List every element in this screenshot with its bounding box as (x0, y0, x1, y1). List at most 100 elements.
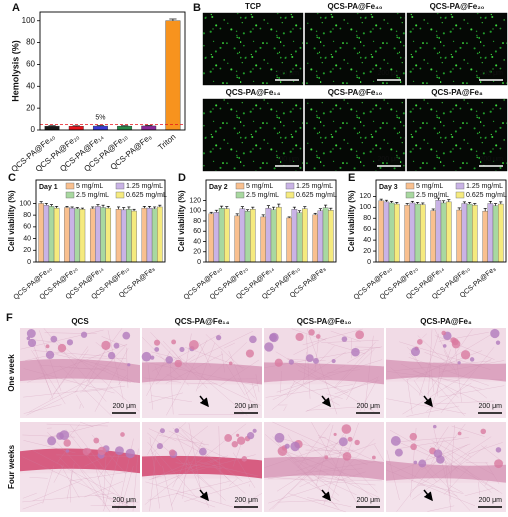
fiber (302, 328, 363, 346)
error-bar (421, 202, 425, 205)
fiber (147, 481, 230, 501)
fiber (60, 464, 80, 499)
cell-cluster (198, 447, 207, 456)
fluorescence-image (406, 12, 508, 86)
y-tick-label: 20 (193, 249, 201, 256)
cell-cluster (86, 448, 92, 454)
bar (409, 202, 416, 263)
legend-label: 1.25 mg/mL (466, 183, 503, 190)
cell-cluster (277, 446, 288, 456)
fiber (149, 437, 160, 509)
error-bar (127, 206, 131, 210)
legend-label: 5 mg/mL (246, 183, 273, 190)
fiber (485, 461, 500, 485)
fiber (386, 462, 458, 497)
panel-letter: C (8, 172, 16, 184)
reference-label: 5% (95, 114, 105, 121)
fiber (107, 330, 124, 400)
fiber (401, 376, 503, 380)
fiber (219, 359, 260, 387)
error-bar (468, 202, 472, 205)
fiber (268, 457, 328, 511)
error-bar (384, 199, 388, 202)
fiber (346, 380, 357, 401)
fiber (172, 427, 243, 482)
error-bar (410, 200, 414, 203)
cell-cluster (115, 446, 124, 456)
scale-bar-label: 200 μm (113, 403, 137, 410)
fiber (57, 350, 131, 383)
scale-bar-label: 200 μm (235, 497, 259, 504)
fiber (95, 467, 106, 507)
fiber (438, 360, 505, 373)
cell-cluster (305, 354, 314, 363)
fiber (150, 332, 182, 365)
image-label: QCS-PA@Fe₂₀ (430, 2, 485, 11)
error-bar (416, 202, 420, 205)
fiber (171, 440, 203, 506)
cell-cluster (290, 441, 300, 452)
fiber (245, 380, 261, 395)
fiber (412, 371, 482, 390)
cell-cluster (141, 351, 152, 362)
cell-cluster (174, 359, 183, 368)
fiber (79, 404, 81, 409)
cell-cluster (154, 347, 160, 352)
fiber (286, 381, 295, 397)
fiber (268, 471, 366, 504)
y-tick-label: 120 (359, 193, 371, 200)
cell-cluster (97, 446, 107, 456)
fiber (147, 364, 154, 410)
fiber (147, 432, 212, 489)
legend-label: 5 mg/mL (416, 183, 443, 190)
fiber (307, 497, 352, 507)
error-bar (442, 200, 446, 203)
error-bar (436, 197, 440, 201)
fiber (399, 341, 491, 370)
scale-bar-label: 200 μm (378, 156, 402, 163)
fiber (101, 336, 126, 347)
fiber (126, 347, 129, 388)
fiber (176, 439, 221, 464)
cell-cluster (394, 448, 403, 457)
fiber (328, 429, 348, 455)
error-bar (44, 203, 48, 206)
bar (265, 207, 272, 263)
y-tick-label: 20 (363, 248, 371, 255)
arrow (199, 395, 209, 408)
fiber (272, 380, 308, 410)
fiber (189, 331, 254, 363)
cell-cluster (269, 332, 279, 343)
fiber (265, 384, 354, 398)
error-bar (494, 203, 498, 206)
fiber (28, 377, 93, 413)
error-bar (329, 207, 333, 211)
bar (461, 203, 468, 263)
fiber (26, 390, 78, 416)
error-bar (499, 201, 503, 205)
cell-cluster (418, 459, 427, 468)
fiber (232, 444, 241, 467)
fiber (436, 365, 441, 397)
fiber (218, 426, 222, 504)
tissue-lower (20, 473, 140, 512)
cell-cluster (442, 344, 447, 348)
fiber (425, 400, 495, 405)
fiber (427, 465, 471, 511)
fiber (70, 349, 89, 375)
cell-cluster (417, 339, 423, 345)
error-bar (122, 207, 126, 210)
error-bar (101, 204, 105, 208)
fiber (330, 330, 361, 342)
fiber (443, 439, 472, 458)
arrow (321, 395, 331, 408)
fiber (433, 428, 452, 500)
error-bar (225, 206, 229, 209)
legend-label: 1.25 mg/mL (126, 183, 163, 190)
fiber (53, 337, 140, 412)
cell-cluster (315, 334, 321, 339)
fiber (56, 454, 135, 457)
fiber (190, 425, 209, 440)
cell-cluster (189, 340, 199, 350)
y-tick-label: 80 (23, 212, 31, 219)
